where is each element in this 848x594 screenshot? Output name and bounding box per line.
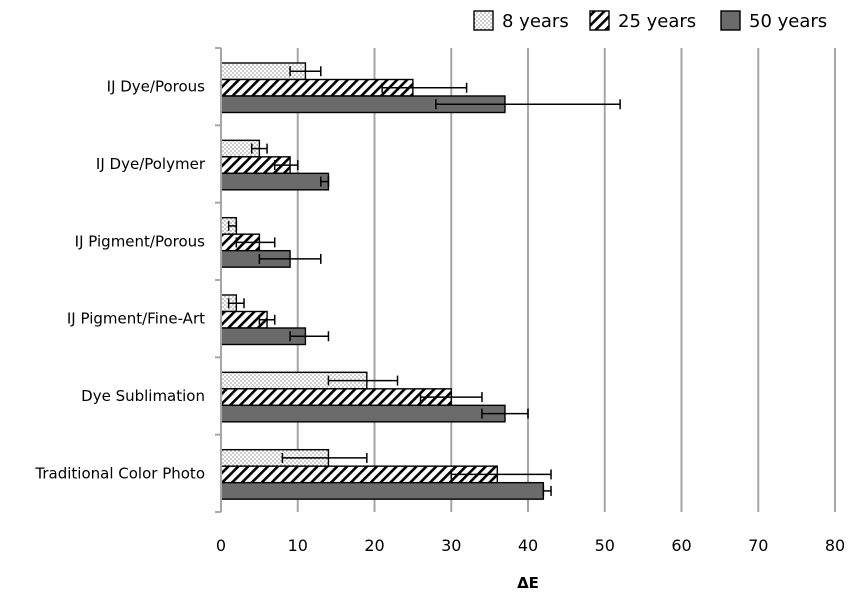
error-bar	[227, 220, 238, 231]
error-bar	[435, 99, 621, 110]
category-label: IJ Pigment/Porous	[75, 232, 206, 250]
error-bar	[542, 485, 552, 496]
legend-swatch	[473, 10, 494, 31]
x-tick-label: 0	[216, 536, 226, 555]
error-bar	[289, 66, 322, 77]
error-bar	[419, 392, 483, 403]
legend-item: 50 years	[720, 10, 827, 32]
x-tick-label: 30	[441, 536, 461, 555]
error-bar	[450, 469, 552, 480]
x-axis-title: ΔE	[517, 574, 539, 592]
error-bar	[289, 331, 330, 342]
x-tick-label: 80	[825, 536, 845, 555]
legend-item: 25 years	[589, 10, 696, 32]
category-label: IJ Dye/Polymer	[96, 155, 206, 173]
legend-label: 50 years	[749, 11, 827, 32]
error-bar	[327, 375, 399, 386]
bar	[220, 404, 506, 423]
error-bar	[227, 298, 245, 309]
error-bar	[320, 176, 330, 187]
bars	[220, 62, 621, 500]
bar	[220, 481, 545, 500]
category-label: Traditional Color Photo	[34, 464, 205, 482]
error-bar	[381, 82, 468, 93]
legend-item: 8 years	[473, 10, 569, 32]
x-tick-label: 70	[748, 536, 768, 555]
x-tick-label: 20	[364, 536, 384, 555]
x-tick-label: 50	[595, 536, 615, 555]
axes: 0 10 20 30 40 50 60 70 80 IJ Dye/Porous IJ Dye/Pol…	[34, 47, 845, 555]
legend-swatch	[720, 10, 741, 31]
bar	[220, 172, 330, 191]
legend-label: 8 years	[502, 11, 569, 32]
error-bar	[481, 408, 529, 419]
error-bar	[258, 253, 322, 264]
x-tick-label: 60	[671, 536, 691, 555]
legend-swatch	[589, 10, 610, 31]
legend-label: 25 years	[618, 11, 696, 32]
bar	[220, 388, 452, 407]
error-bar	[281, 452, 368, 463]
category-label: IJ Dye/Porous	[107, 78, 206, 96]
legend: 8 years 25 years 50 years	[473, 10, 827, 32]
category-label: IJ Pigment/Fine-Art	[67, 310, 205, 328]
error-bar	[250, 143, 268, 154]
error-bar	[235, 237, 276, 248]
category-label: Dye Sublimation	[81, 387, 205, 405]
x-tick-label: 10	[288, 536, 308, 555]
x-tick-label: 40	[518, 536, 538, 555]
gridlines	[296, 48, 836, 512]
error-bar	[258, 314, 276, 325]
error-bar	[273, 160, 299, 171]
